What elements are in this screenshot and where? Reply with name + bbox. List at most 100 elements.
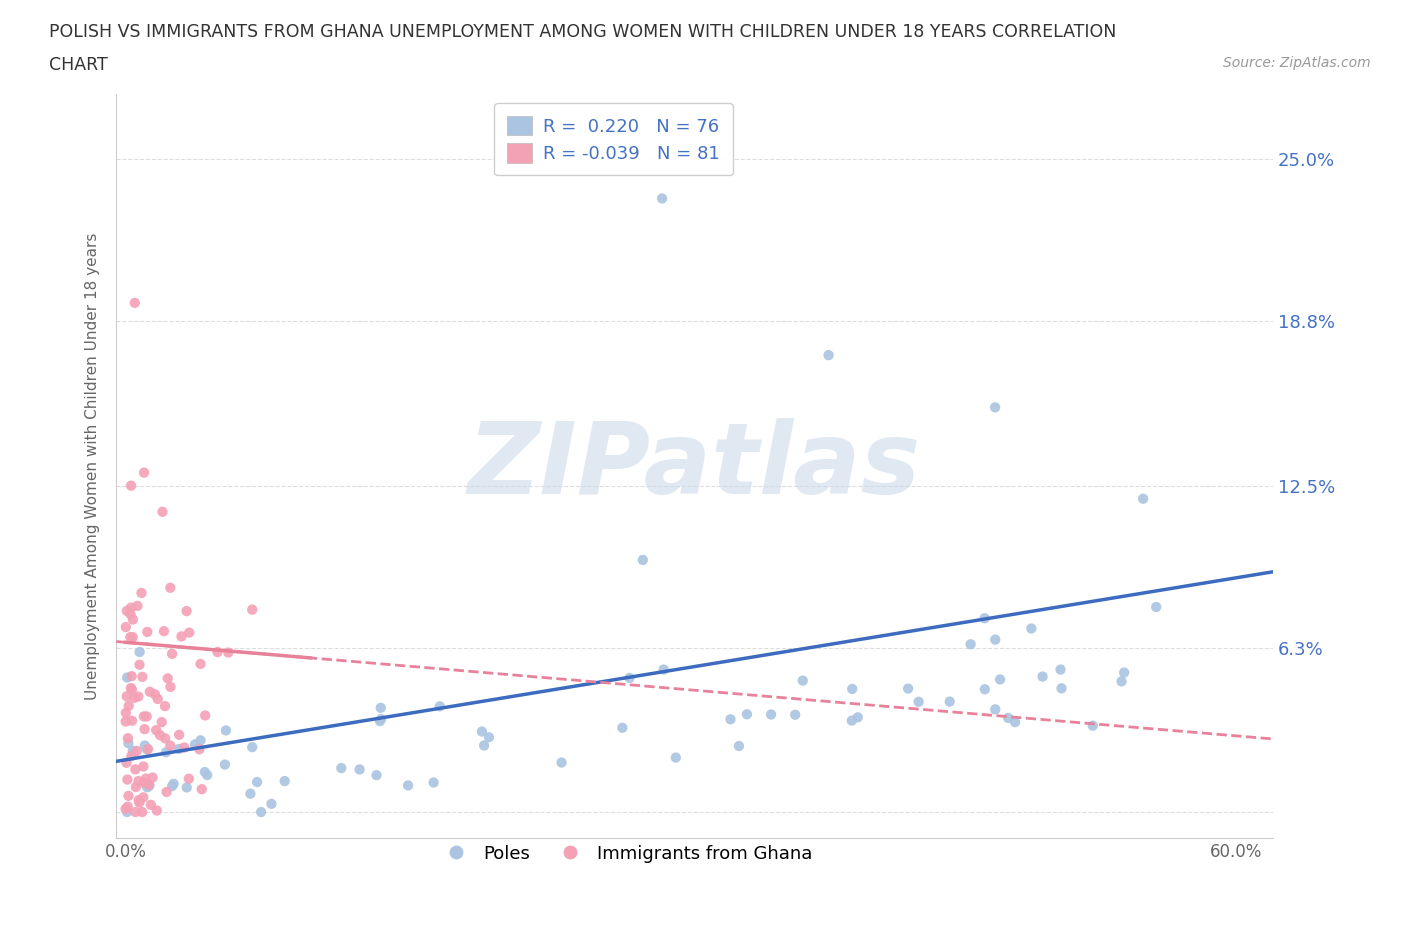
Point (115, 604, 138, 618)
Point (1114, 665, 1136, 680)
Point (1049, 662, 1071, 677)
Point (214, 757, 236, 772)
Point (370, 711, 392, 726)
Point (159, 738, 181, 753)
Point (973, 682, 995, 697)
Point (846, 710, 869, 724)
Point (128, 795, 150, 810)
Point (115, 671, 138, 685)
Point (176, 604, 198, 618)
Point (146, 692, 169, 707)
Point (115, 619, 138, 634)
Point (190, 657, 212, 671)
Point (124, 690, 146, 705)
Point (240, 602, 263, 617)
Point (117, 789, 139, 804)
Point (121, 669, 143, 684)
Point (652, 662, 675, 677)
Point (938, 694, 960, 709)
Point (665, 751, 688, 765)
Point (631, 552, 654, 567)
Point (114, 714, 136, 729)
Point (785, 708, 807, 723)
Point (1081, 718, 1104, 733)
Point (651, 191, 673, 206)
Point (136, 625, 159, 640)
Point (792, 673, 814, 688)
Point (550, 755, 572, 770)
Point (366, 768, 388, 783)
Point (121, 713, 143, 728)
Point (190, 733, 212, 748)
Text: CHART: CHART (49, 56, 108, 73)
Point (984, 400, 1007, 415)
Point (143, 687, 166, 702)
Point (155, 785, 177, 800)
Point (145, 723, 167, 737)
Point (146, 804, 169, 818)
Point (167, 741, 190, 756)
Legend: Poles, Immigrants from Ghana: Poles, Immigrants from Ghana (430, 838, 820, 870)
Point (136, 742, 159, 757)
Point (177, 771, 200, 786)
Point (160, 646, 183, 661)
Point (120, 681, 142, 696)
Point (188, 742, 211, 757)
Point (124, 762, 146, 777)
Point (153, 698, 176, 713)
Point (139, 684, 162, 699)
Point (128, 792, 150, 807)
Text: Source: ZipAtlas.com: Source: ZipAtlas.com (1223, 56, 1371, 70)
Point (138, 777, 160, 792)
Point (841, 682, 863, 697)
Point (115, 689, 138, 704)
Point (135, 771, 157, 786)
Point (138, 778, 160, 793)
Point (117, 736, 139, 751)
Point (124, 296, 146, 311)
Point (121, 630, 143, 644)
Point (115, 804, 138, 819)
Point (159, 680, 181, 695)
Point (207, 644, 229, 659)
Point (612, 721, 634, 736)
Point (471, 724, 494, 739)
Point (984, 702, 1007, 717)
Text: POLISH VS IMMIGRANTS FROM GHANA UNEMPLOYMENT AMONG WOMEN WITH CHILDREN UNDER 18 : POLISH VS IMMIGRANTS FROM GHANA UNEMPLOY… (49, 23, 1116, 41)
Point (115, 755, 138, 770)
Point (135, 709, 157, 724)
Point (132, 790, 155, 804)
Point (1144, 600, 1167, 615)
Point (150, 714, 173, 729)
Point (160, 778, 183, 793)
Point (191, 782, 214, 797)
Point (149, 727, 172, 742)
Point (131, 670, 153, 684)
Point (117, 731, 139, 746)
Point (759, 707, 782, 722)
Point (260, 796, 283, 811)
Point (370, 700, 392, 715)
Point (117, 772, 139, 787)
Point (153, 624, 176, 639)
Y-axis label: Unemployment Among Women with Children Under 18 years: Unemployment Among Women with Children U… (86, 232, 100, 699)
Point (115, 706, 138, 721)
Point (184, 737, 207, 751)
Point (1004, 714, 1026, 729)
Point (122, 612, 145, 627)
Point (120, 749, 142, 764)
Point (195, 767, 218, 782)
Point (127, 689, 149, 704)
Point (117, 799, 139, 814)
Point (134, 722, 156, 737)
Point (841, 713, 863, 728)
Point (132, 709, 155, 724)
Point (136, 779, 159, 794)
Point (125, 779, 148, 794)
Point (136, 741, 159, 756)
Text: ZIPatlas: ZIPatlas (468, 418, 921, 514)
Point (959, 637, 981, 652)
Point (368, 713, 391, 728)
Point (131, 804, 153, 819)
Point (1132, 491, 1154, 506)
